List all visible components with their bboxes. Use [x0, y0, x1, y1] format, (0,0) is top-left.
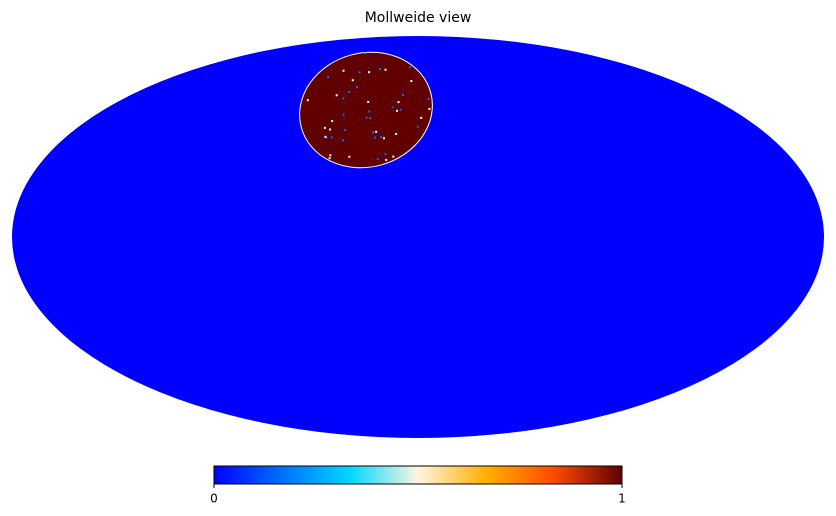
speckle	[371, 131, 374, 134]
speckle	[410, 80, 413, 83]
speckle	[395, 109, 398, 112]
speckle	[374, 136, 377, 139]
speckle	[375, 130, 378, 133]
speckle	[344, 129, 347, 132]
speckle	[335, 94, 338, 97]
speckle	[416, 125, 419, 128]
speckle	[342, 69, 345, 72]
colorbar	[213, 465, 623, 485]
speckle	[330, 136, 333, 139]
speckle	[328, 157, 331, 160]
speckle	[355, 86, 358, 89]
speckle	[348, 90, 351, 93]
speckle	[380, 135, 383, 138]
speckle	[369, 117, 372, 120]
speckle	[342, 97, 345, 100]
speckle	[323, 126, 326, 129]
speckle	[384, 68, 387, 71]
speckle	[402, 94, 405, 97]
speckle	[329, 154, 332, 157]
speckle	[324, 135, 327, 138]
speckle	[397, 101, 400, 104]
speckle	[329, 128, 332, 131]
speckle	[342, 139, 345, 142]
speckle	[379, 67, 382, 70]
speckle	[399, 108, 402, 111]
speckle	[395, 132, 398, 135]
sky-background	[12, 36, 824, 438]
speckle	[409, 66, 412, 69]
speckle	[420, 116, 423, 119]
speckle	[365, 116, 368, 119]
speckle	[358, 71, 361, 74]
speckle	[327, 76, 330, 79]
speckle	[325, 136, 328, 139]
speckle	[376, 157, 379, 160]
speckle	[342, 113, 345, 116]
tick-label: 1	[618, 492, 626, 506]
speckle	[392, 155, 395, 158]
speckle	[306, 99, 309, 102]
speckle	[428, 107, 431, 110]
speckle	[384, 153, 387, 156]
speckle	[348, 155, 351, 158]
speckle	[391, 106, 394, 109]
speckle	[368, 110, 371, 113]
speckle	[367, 100, 370, 103]
masked-disc	[299, 51, 433, 169]
speckle	[368, 71, 371, 74]
speckle	[385, 158, 388, 161]
speckle	[364, 52, 367, 55]
speckle	[331, 120, 334, 123]
speckle	[427, 98, 430, 101]
speckle	[351, 79, 354, 82]
speckle	[383, 137, 386, 140]
chart-title: Mollweide view	[365, 10, 472, 26]
tick-label: 0	[210, 492, 218, 506]
